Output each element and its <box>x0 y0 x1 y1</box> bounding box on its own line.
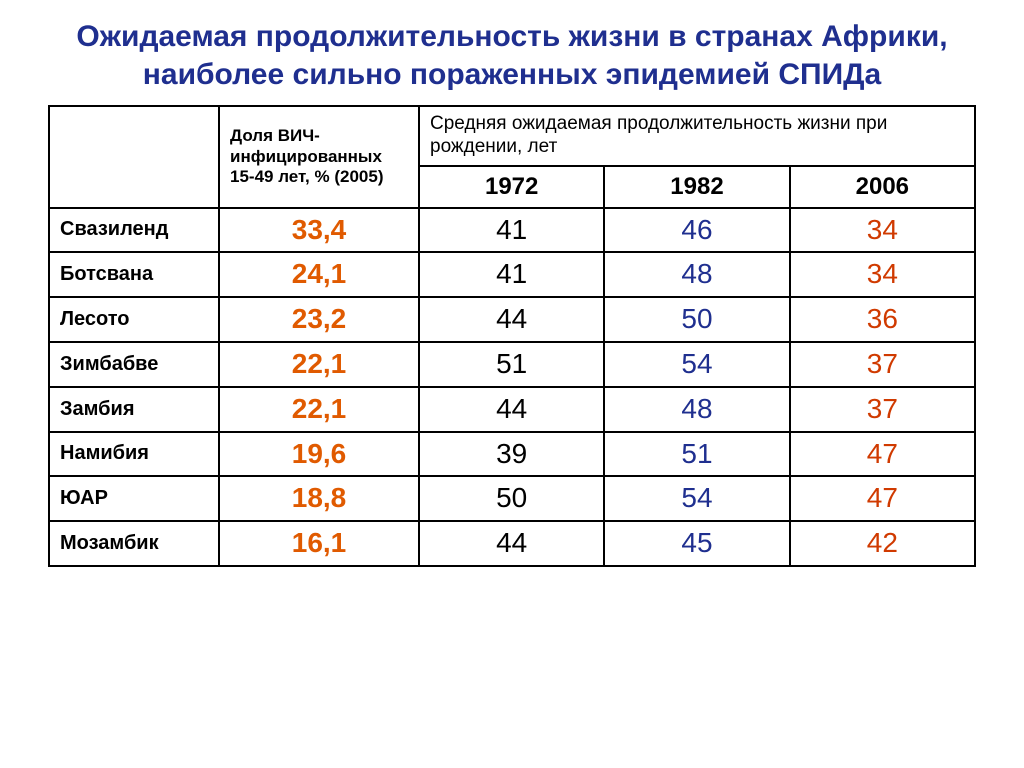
country-cell: ЮАР <box>49 476 219 521</box>
hiv-cell: 22,1 <box>219 387 419 432</box>
header-life-expectancy: Средняя ожидаемая продолжительность жизн… <box>419 106 975 166</box>
y2006-cell: 34 <box>790 208 975 253</box>
y1982-cell: 50 <box>604 297 789 342</box>
life-expectancy-table: Доля ВИЧ-инфицированных 15-49 лет, % (20… <box>48 105 976 567</box>
hiv-cell: 16,1 <box>219 521 419 566</box>
header-blank <box>49 106 219 208</box>
y1972-cell: 41 <box>419 208 604 253</box>
y1972-cell: 39 <box>419 432 604 477</box>
y2006-cell: 34 <box>790 252 975 297</box>
country-cell: Мозамбик <box>49 521 219 566</box>
y2006-cell: 37 <box>790 342 975 387</box>
y1982-cell: 54 <box>604 476 789 521</box>
table-body: Свазиленд33,4414634Ботсвана24,1414834Лес… <box>49 208 975 566</box>
table-header: Доля ВИЧ-инфицированных 15-49 лет, % (20… <box>49 106 975 208</box>
y2006-cell: 36 <box>790 297 975 342</box>
table-row: Свазиленд33,4414634 <box>49 208 975 253</box>
y2006-cell: 37 <box>790 387 975 432</box>
country-cell: Свазиленд <box>49 208 219 253</box>
y2006-cell: 42 <box>790 521 975 566</box>
hiv-cell: 23,2 <box>219 297 419 342</box>
table-header-row-1: Доля ВИЧ-инфицированных 15-49 лет, % (20… <box>49 106 975 166</box>
country-cell: Зимбабве <box>49 342 219 387</box>
table-row: Мозамбик16,1444542 <box>49 521 975 566</box>
y1982-cell: 48 <box>604 252 789 297</box>
country-cell: Лесото <box>49 297 219 342</box>
table-row: Лесото23,2445036 <box>49 297 975 342</box>
table-row: Зимбабве22,1515437 <box>49 342 975 387</box>
y1982-cell: 48 <box>604 387 789 432</box>
table-row: Ботсвана24,1414834 <box>49 252 975 297</box>
y1972-cell: 50 <box>419 476 604 521</box>
table-row: Намибия19,6395147 <box>49 432 975 477</box>
y1972-cell: 41 <box>419 252 604 297</box>
y1972-cell: 44 <box>419 387 604 432</box>
y1982-cell: 46 <box>604 208 789 253</box>
header-year-2006: 2006 <box>790 166 975 208</box>
y1972-cell: 44 <box>419 521 604 566</box>
country-cell: Ботсвана <box>49 252 219 297</box>
y1982-cell: 51 <box>604 432 789 477</box>
slide: Ожидаемая продолжительность жизни в стра… <box>0 0 1024 768</box>
hiv-cell: 18,8 <box>219 476 419 521</box>
header-year-1982: 1982 <box>604 166 789 208</box>
table-row: Замбия22,1444837 <box>49 387 975 432</box>
country-cell: Замбия <box>49 387 219 432</box>
y2006-cell: 47 <box>790 476 975 521</box>
slide-title: Ожидаемая продолжительность жизни в стра… <box>48 18 976 93</box>
y2006-cell: 47 <box>790 432 975 477</box>
y1982-cell: 45 <box>604 521 789 566</box>
y1982-cell: 54 <box>604 342 789 387</box>
hiv-cell: 24,1 <box>219 252 419 297</box>
header-year-1972: 1972 <box>419 166 604 208</box>
y1972-cell: 51 <box>419 342 604 387</box>
hiv-cell: 33,4 <box>219 208 419 253</box>
hiv-cell: 22,1 <box>219 342 419 387</box>
header-hiv: Доля ВИЧ-инфицированных 15-49 лет, % (20… <box>219 106 419 208</box>
hiv-cell: 19,6 <box>219 432 419 477</box>
y1972-cell: 44 <box>419 297 604 342</box>
table-row: ЮАР18,8505447 <box>49 476 975 521</box>
country-cell: Намибия <box>49 432 219 477</box>
